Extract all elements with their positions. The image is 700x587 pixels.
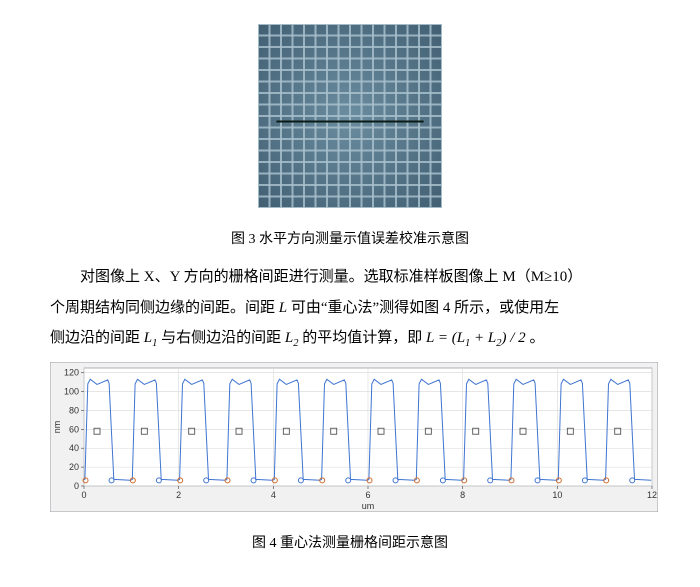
svg-text:8: 8: [460, 490, 465, 500]
f-plus: +: [470, 330, 488, 346]
text: 与右侧边沿的间距: [157, 330, 285, 346]
body-paragraph-line2: 个周期结构同侧边缘的间距。间距 L 可由“重心法”测得如图 4 所示，或使用左: [50, 294, 650, 323]
svg-text:4: 4: [271, 490, 276, 500]
text: 可由“重心法”测得如图 4 所示，或使用左: [287, 300, 559, 316]
f-L2b: L: [488, 330, 496, 346]
f-lhs: L: [426, 330, 434, 346]
svg-text:60: 60: [69, 424, 79, 434]
svg-text:10: 10: [552, 490, 562, 500]
symbol-L: L: [279, 300, 287, 316]
figure-4-caption: 图 4 重心法测量栅格间距示意图: [50, 531, 650, 558]
text: 的平均值计算，: [298, 330, 407, 346]
svg-text:100: 100: [64, 387, 79, 397]
body-paragraph-line1: 对图像上 X、Y 方向的栅格间距进行测量。选取标准样板图像上 M（M≥10）: [50, 263, 650, 292]
svg-text:12: 12: [647, 490, 657, 500]
svg-text:um: um: [362, 501, 375, 511]
L1-base: L: [144, 330, 152, 346]
f-L1b: L: [457, 330, 465, 346]
svg-text:40: 40: [69, 443, 79, 453]
text: 侧边沿的间距: [50, 330, 144, 346]
figure-3-grid-image: [258, 24, 442, 208]
svg-text:80: 80: [69, 406, 79, 416]
svg-text:20: 20: [69, 462, 79, 472]
symbol-L1: L1: [144, 330, 158, 346]
svg-text:2: 2: [176, 490, 181, 500]
svg-text:6: 6: [365, 490, 370, 500]
formula-L-avg: L = (L1 + L2) / 2: [426, 330, 526, 346]
text: 对图像上 X、Y 方向的栅格间距进行测量。选取标准样板图像上 M（M≥10）: [80, 269, 582, 285]
svg-text:0: 0: [81, 490, 86, 500]
figure-4-block: 024681012020406080100120umnm: [50, 362, 650, 523]
svg-text:0: 0: [74, 481, 79, 491]
figure-4-chart: 024681012020406080100120umnm: [50, 362, 658, 512]
text: 即: [407, 330, 426, 346]
text: 。: [526, 330, 545, 346]
body-paragraph-line3: 侧边沿的间距 L1 与右侧边沿的间距 L2 的平均值计算，即 L = (L1 +…: [50, 324, 650, 354]
figure-3-caption: 图 3 水平方向测量示值误差校准示意图: [50, 227, 650, 254]
svg-text:120: 120: [64, 368, 79, 378]
figure-3-block: [50, 24, 650, 219]
f-L1: L1: [457, 330, 471, 346]
symbol-L2: L2: [285, 330, 299, 346]
f-rhs: ) / 2: [502, 330, 526, 346]
L2-base: L: [285, 330, 293, 346]
f-mid: = (: [434, 330, 457, 346]
f-L2: L2: [488, 330, 502, 346]
text: 个周期结构同侧边缘的间距。间距: [50, 300, 279, 316]
svg-text:nm: nm: [52, 421, 62, 434]
